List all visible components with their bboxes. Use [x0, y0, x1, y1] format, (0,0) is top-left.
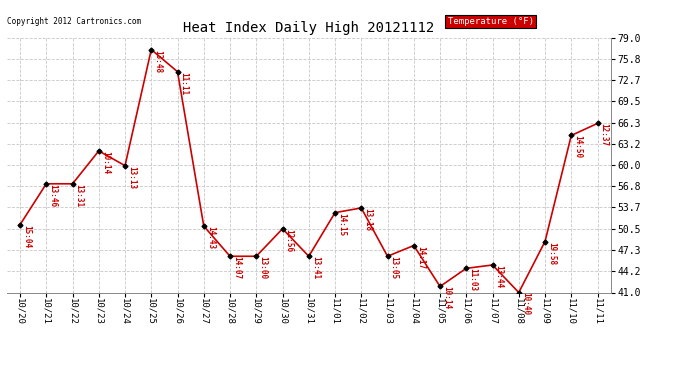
- Text: 13:31: 13:31: [75, 184, 83, 207]
- Text: Temperature (°F): Temperature (°F): [448, 17, 533, 26]
- Text: 15:04: 15:04: [22, 225, 31, 248]
- Text: 11:11: 11:11: [179, 72, 188, 95]
- Text: 13:48: 13:48: [153, 50, 162, 73]
- Text: 13:00: 13:00: [258, 256, 268, 279]
- Text: 13:44: 13:44: [495, 265, 504, 288]
- Text: 11:03: 11:03: [469, 268, 477, 291]
- Text: 12:37: 12:37: [600, 123, 609, 147]
- Text: Copyright 2012 Cartronics.com: Copyright 2012 Cartronics.com: [7, 17, 141, 26]
- Text: 14:43: 14:43: [206, 226, 215, 249]
- Text: 14:50: 14:50: [573, 135, 582, 159]
- Text: 12:56: 12:56: [284, 229, 294, 252]
- Title: Heat Index Daily High 20121112: Heat Index Daily High 20121112: [183, 21, 435, 35]
- Text: 13:46: 13:46: [48, 184, 57, 207]
- Text: 13:41: 13:41: [311, 256, 320, 279]
- Text: 14:15: 14:15: [337, 213, 346, 236]
- Text: 14:07: 14:07: [232, 256, 241, 279]
- Text: 13:13: 13:13: [127, 166, 136, 189]
- Text: 19:58: 19:58: [547, 242, 556, 265]
- Text: 13:18: 13:18: [364, 208, 373, 231]
- Text: 14:17: 14:17: [416, 246, 425, 268]
- Text: 13:05: 13:05: [390, 256, 399, 279]
- Text: 10:14: 10:14: [442, 286, 451, 310]
- Text: 10:14: 10:14: [101, 151, 110, 174]
- Text: 10:40: 10:40: [521, 292, 530, 316]
